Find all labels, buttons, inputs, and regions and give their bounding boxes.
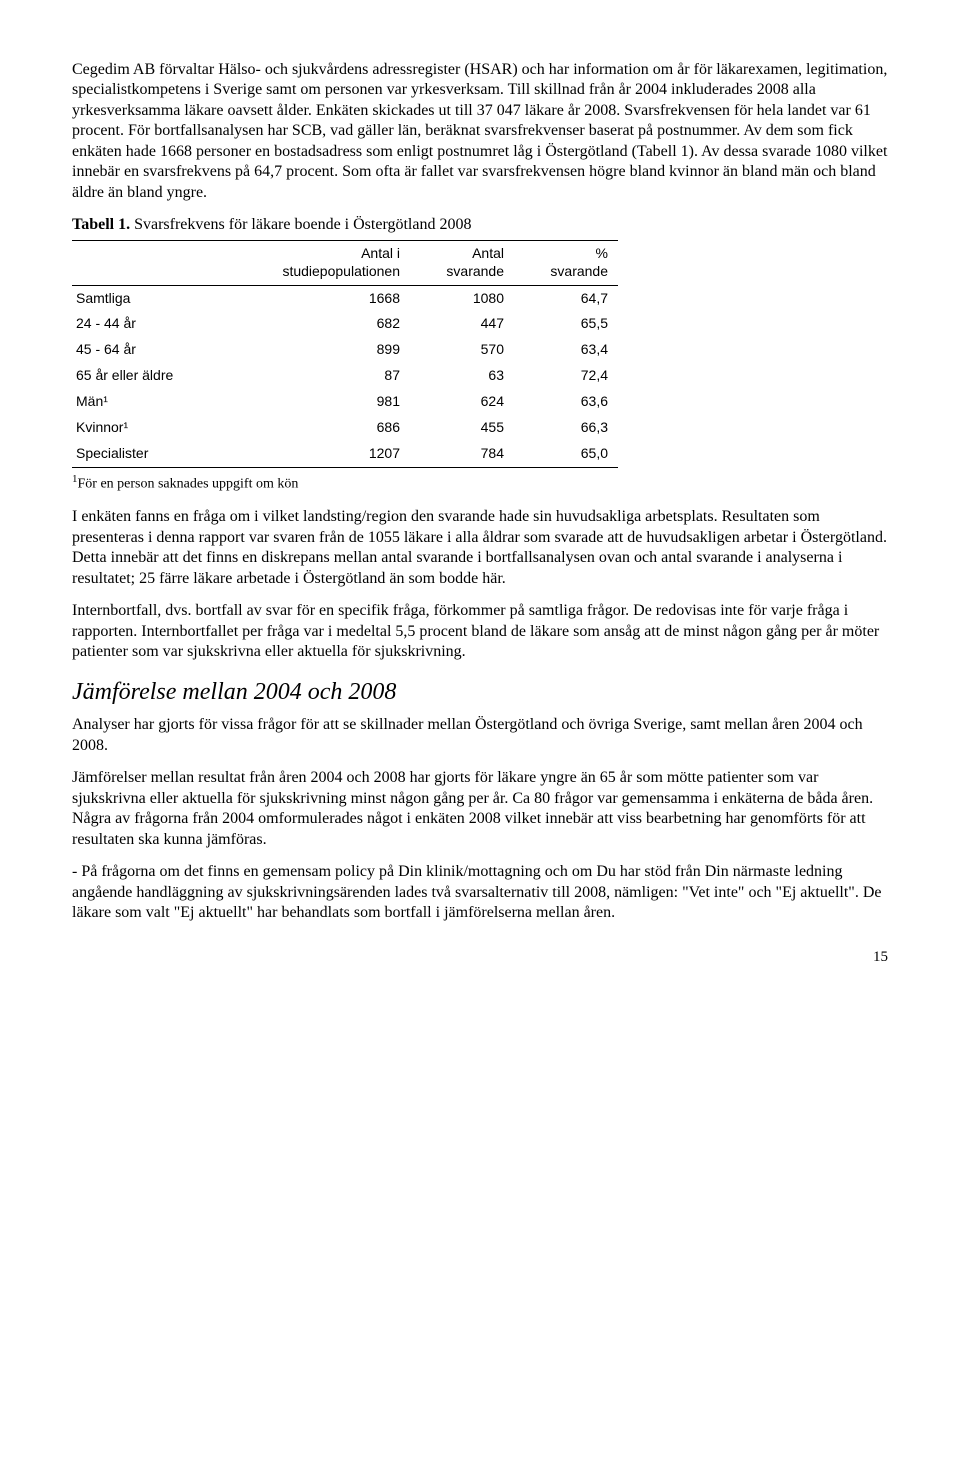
row-c3: 66,3	[514, 415, 618, 441]
row-c2: 784	[410, 441, 514, 467]
row-c2: 447	[410, 311, 514, 337]
row-c3: 65,0	[514, 441, 618, 467]
row-c2: 1080	[410, 285, 514, 311]
table-row: Specialister 1207 784 65,0	[72, 441, 618, 467]
table-title: Tabell 1. Svarsfrekvens för läkare boend…	[72, 215, 888, 235]
table-body: Samtliga 1668 1080 64,7 24 - 44 år 682 4…	[72, 285, 618, 467]
row-label: Män¹	[72, 389, 236, 415]
row-c3: 63,4	[514, 337, 618, 363]
paragraph-2: I enkäten fanns en fråga om i vilket lan…	[72, 507, 888, 589]
row-c1: 686	[236, 415, 410, 441]
row-c1: 87	[236, 363, 410, 389]
row-c2: 624	[410, 389, 514, 415]
table-row: 65 år eller äldre 87 63 72,4	[72, 363, 618, 389]
paragraph-5: Jämförelser mellan resultat från åren 20…	[72, 768, 888, 850]
table-row: Samtliga 1668 1080 64,7	[72, 285, 618, 311]
paragraph-6: - På frågorna om det finns en gemensam p…	[72, 862, 888, 923]
row-c1: 1668	[236, 285, 410, 311]
table-title-bold: Tabell 1.	[72, 216, 130, 233]
table-row: Män¹ 981 624 63,6	[72, 389, 618, 415]
row-c3: 64,7	[514, 285, 618, 311]
th-pop-line2: studiepopulationen	[282, 263, 400, 279]
row-c2: 455	[410, 415, 514, 441]
table-header-row: Antal i studiepopulationen Antal svarand…	[72, 240, 618, 285]
table-row: 45 - 64 år 899 570 63,4	[72, 337, 618, 363]
intro-paragraph: Cegedim AB förvaltar Hälso- och sjukvård…	[72, 60, 888, 203]
th-resp-line2: svarande	[446, 263, 504, 279]
paragraph-3: Internbortfall, dvs. bortfall av svar fö…	[72, 601, 888, 662]
paragraph-4: Analyser har gjorts för vissa frågor för…	[72, 715, 888, 756]
table-header-pct: % svarande	[514, 240, 618, 285]
row-label: 65 år eller äldre	[72, 363, 236, 389]
table-header-pop: Antal i studiepopulationen	[236, 240, 410, 285]
th-resp-line1: Antal	[472, 245, 504, 261]
row-c2: 570	[410, 337, 514, 363]
row-c1: 899	[236, 337, 410, 363]
table-header-resp: Antal svarande	[410, 240, 514, 285]
row-c1: 981	[236, 389, 410, 415]
section-heading: Jämförelse mellan 2004 och 2008	[72, 677, 888, 708]
th-pop-line1: Antal i	[361, 245, 400, 261]
table-header-empty	[72, 240, 236, 285]
page-number: 15	[72, 948, 888, 967]
row-label: 24 - 44 år	[72, 311, 236, 337]
row-label: Specialister	[72, 441, 236, 467]
th-pct-line1: %	[596, 245, 608, 261]
row-c2: 63	[410, 363, 514, 389]
row-c3: 65,5	[514, 311, 618, 337]
footnote-text: För en person saknades uppgift om kön	[78, 477, 299, 492]
table-row: Kvinnor¹ 686 455 66,3	[72, 415, 618, 441]
row-c3: 72,4	[514, 363, 618, 389]
table-footnote: 1För en person saknades uppgift om kön	[72, 472, 888, 494]
row-c3: 63,6	[514, 389, 618, 415]
row-label: 45 - 64 år	[72, 337, 236, 363]
response-rate-table: Antal i studiepopulationen Antal svarand…	[72, 240, 618, 468]
row-c1: 1207	[236, 441, 410, 467]
th-pct-line2: svarande	[550, 263, 608, 279]
row-label: Kvinnor¹	[72, 415, 236, 441]
row-c1: 682	[236, 311, 410, 337]
table-title-rest: Svarsfrekvens för läkare boende i Österg…	[130, 216, 471, 233]
row-label: Samtliga	[72, 285, 236, 311]
table-row: 24 - 44 år 682 447 65,5	[72, 311, 618, 337]
